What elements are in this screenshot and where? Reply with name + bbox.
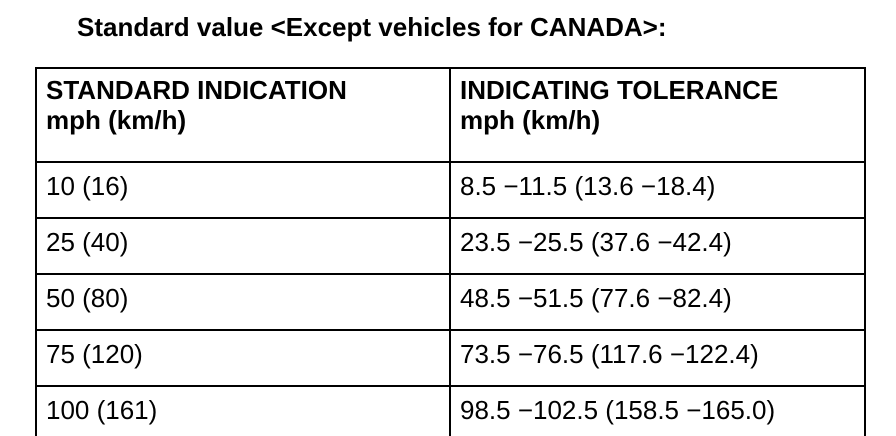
table-header-row: STANDARD INDICATION mph (km/h) INDICATIN… bbox=[35, 67, 866, 163]
table-row: 10 (16) 8.5 −11.5 (13.6 −18.4) bbox=[35, 161, 866, 219]
header-unit: mph (km/h) bbox=[460, 105, 601, 135]
indicating-tolerance-cell: 98.5 −102.5 (158.5 −165.0) bbox=[449, 385, 866, 436]
standard-indication-cell: 100 (161) bbox=[35, 385, 451, 436]
indicating-tolerance-cell: 8.5 −11.5 (13.6 −18.4) bbox=[449, 161, 866, 219]
document-title: Standard value <Except vehicles for CANA… bbox=[77, 12, 667, 42]
table-row: 100 (161) 98.5 −102.5 (158.5 −165.0) bbox=[35, 385, 866, 436]
header-indicating-tolerance: INDICATING TOLERANCE mph (km/h) bbox=[449, 67, 866, 163]
standard-value-table: STANDARD INDICATION mph (km/h) INDICATIN… bbox=[35, 67, 866, 436]
standard-indication-cell: 50 (80) bbox=[35, 273, 451, 331]
indicating-tolerance-cell: 73.5 −76.5 (117.6 −122.4) bbox=[449, 329, 866, 387]
indicating-tolerance-cell: 48.5 −51.5 (77.6 −82.4) bbox=[449, 273, 866, 331]
header-label: STANDARD INDICATION bbox=[46, 75, 347, 105]
standard-indication-cell: 75 (120) bbox=[35, 329, 451, 387]
standard-indication-cell: 25 (40) bbox=[35, 217, 451, 275]
header-standard-indication: STANDARD INDICATION mph (km/h) bbox=[35, 67, 451, 163]
table-row: 25 (40) 23.5 −25.5 (37.6 −42.4) bbox=[35, 217, 866, 275]
header-unit: mph (km/h) bbox=[46, 105, 187, 135]
indicating-tolerance-cell: 23.5 −25.5 (37.6 −42.4) bbox=[449, 217, 866, 275]
table-row: 50 (80) 48.5 −51.5 (77.6 −82.4) bbox=[35, 273, 866, 331]
standard-indication-cell: 10 (16) bbox=[35, 161, 451, 219]
header-label: INDICATING TOLERANCE bbox=[460, 75, 779, 105]
table-row: 75 (120) 73.5 −76.5 (117.6 −122.4) bbox=[35, 329, 866, 387]
